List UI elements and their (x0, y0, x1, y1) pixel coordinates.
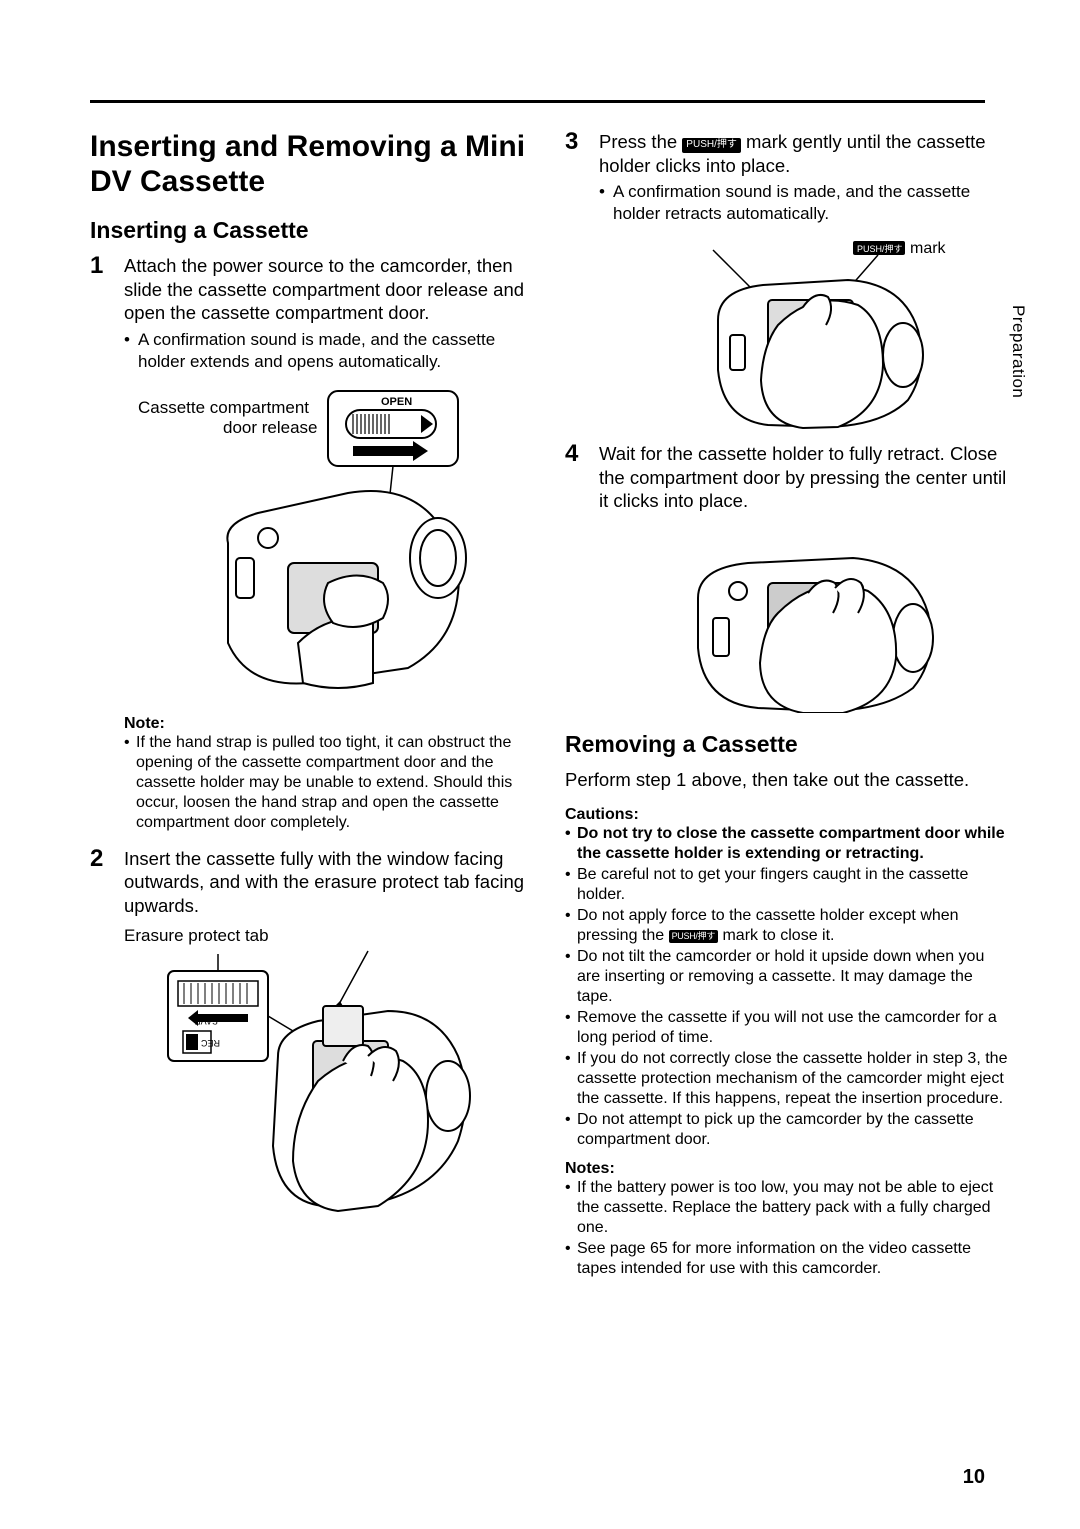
fig2-label: Erasure protect tab (124, 926, 535, 946)
caution-1: Be careful not to get your fingers caugh… (565, 865, 1010, 905)
push-mark-inline-icon: PUSH/押す (669, 930, 718, 943)
caution-3: Do not tilt the camcorder or hold it ups… (565, 947, 1010, 1007)
step-4-text: Wait for the cassette holder to fully re… (599, 442, 1010, 513)
fig2-rec: REC (200, 1038, 220, 1048)
side-tab: Preparation (1008, 305, 1028, 398)
right-column: 3 Press the PUSH/押す mark gently until th… (565, 130, 1010, 1280)
step-3-before: Press the (599, 131, 682, 152)
removing-title: Removing a Cassette (565, 731, 1010, 758)
step-1-num: 1 (90, 254, 110, 373)
step-4-num: 4 (565, 442, 585, 513)
fig3-push: PUSH/押す (857, 243, 903, 254)
cautions-head: Cautions: (565, 806, 1010, 824)
step-1: 1 Attach the power source to the camcord… (90, 254, 535, 373)
note1-bullet: If the hand strap is pulled too tight, i… (124, 733, 535, 833)
step-4: 4 Wait for the cassette holder to fully … (565, 442, 1010, 513)
fig3-mark: mark (910, 240, 947, 257)
caution-bold: Do not try to close the cassette compart… (565, 824, 1010, 864)
figure-2: SAVE REC (90, 946, 535, 1226)
caution-4: Remove the cassette if you will not use … (565, 1008, 1010, 1048)
step-3-body: Press the PUSH/押す mark gently until the … (599, 130, 1010, 225)
step-1-bullet: A confirmation sound is made, and the ca… (124, 329, 535, 373)
step-1-text: Attach the power source to the camcorder… (124, 255, 524, 323)
figure-1: Cassette compartment door release OPEN (90, 383, 535, 703)
figure-3: PUSH/押す mark (565, 235, 1010, 430)
push-mark-icon: PUSH/押す (682, 138, 741, 154)
note1-head: Note: (124, 715, 535, 733)
page-number: 10 (963, 1466, 985, 1489)
step-3-num: 3 (565, 130, 585, 225)
notes2-head: Notes: (565, 1160, 1010, 1178)
figure-4 (565, 523, 1010, 713)
fig1-open: OPEN (381, 396, 412, 408)
caution-5: If you do not correctly close the casset… (565, 1049, 1010, 1109)
remove-text: Perform step 1 above, then take out the … (565, 768, 1010, 792)
left-column: Inserting and Removing a Mini DV Cassett… (90, 130, 535, 1280)
step-1-body: Attach the power source to the camcorder… (124, 254, 535, 373)
main-title: Inserting and Removing a Mini DV Cassett… (90, 130, 535, 199)
step-3-bullet: A confirmation sound is made, and the ca… (599, 181, 1010, 225)
step-2-num: 2 (90, 847, 110, 918)
inserting-title: Inserting a Cassette (90, 217, 535, 244)
top-rule (90, 100, 985, 103)
step-2: 2 Insert the cassette fully with the win… (90, 847, 535, 918)
caution-2: Do not apply force to the cassette holde… (565, 906, 1010, 946)
fig1-label-l2: door release (223, 418, 318, 437)
step-2-text: Insert the cassette fully with the windo… (124, 847, 535, 918)
fig1-label-l1: Cassette compartment (138, 398, 309, 417)
caution-6: Do not attempt to pick up the camcorder … (565, 1110, 1010, 1150)
note2-1: If the battery power is too low, you may… (565, 1178, 1010, 1238)
content-columns: Inserting and Removing a Mini DV Cassett… (90, 130, 1010, 1280)
step-3: 3 Press the PUSH/押す mark gently until th… (565, 130, 1010, 225)
note2-2: See page 65 for more information on the … (565, 1239, 1010, 1279)
